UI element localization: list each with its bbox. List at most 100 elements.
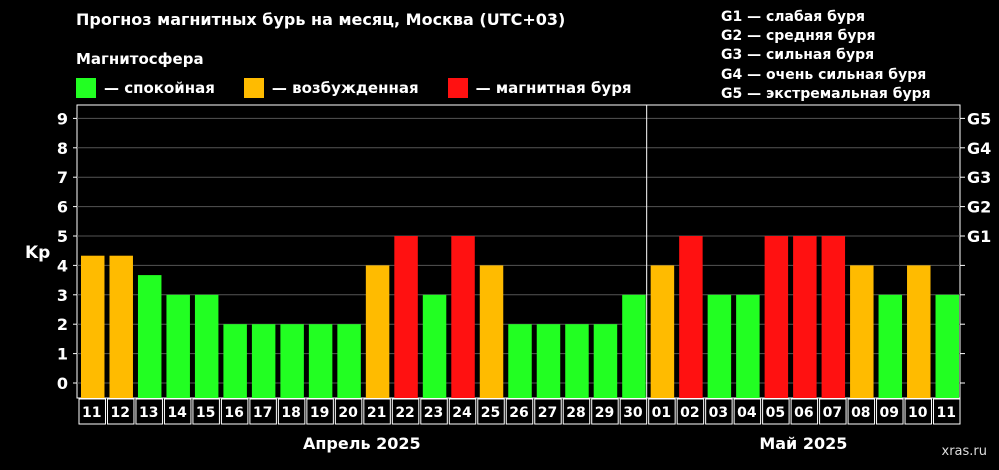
kp-bar — [878, 294, 903, 398]
x-tick-label: 21 — [367, 405, 386, 421]
kp-bar — [109, 255, 133, 398]
kp-bar — [679, 236, 703, 398]
legend-swatch-excited — [243, 78, 264, 98]
x-tick-label: 07 — [823, 405, 842, 421]
kp-bar — [508, 324, 532, 398]
kp-bar — [736, 294, 760, 398]
x-tick-label: 06 — [794, 405, 813, 421]
x-tick-label: 03 — [709, 405, 728, 421]
x-tick-label: 04 — [737, 405, 757, 421]
x-tick-box — [591, 398, 619, 425]
legend-item-storm: — магнитная буря — [447, 78, 632, 98]
y-tick-label: 9 — [57, 109, 68, 128]
chart-title: Прогноз магнитных бурь на месяц, Москва … — [76, 10, 566, 29]
kp-bar — [622, 294, 646, 398]
x-tick-label: 02 — [680, 405, 699, 421]
g-scale-list: G1 — слабая буря G2 — средняя буря G3 — … — [721, 8, 931, 104]
x-tick-box — [220, 398, 249, 425]
x-tick-box — [676, 398, 705, 425]
x-tick-label: 16 — [224, 405, 243, 421]
g-scale-item: G4 — очень сильная буря — [721, 66, 927, 83]
x-tick-box — [790, 398, 819, 425]
kp-bar — [536, 324, 561, 398]
g-level-label: G5 — [967, 109, 991, 128]
x-tick-label: 20 — [338, 405, 358, 421]
x-tick-label: 05 — [766, 405, 785, 421]
legend-title: Магнитосфера — [76, 50, 204, 68]
x-tick-label: 09 — [880, 405, 899, 421]
x-tick-label: 25 — [481, 405, 500, 421]
x-tick-box — [363, 398, 391, 425]
kp-bar — [422, 294, 447, 398]
x-tick-box — [420, 398, 448, 425]
kp-bar — [166, 294, 190, 398]
x-tick-box — [876, 398, 904, 425]
x-tick-label: 27 — [538, 405, 557, 421]
x-tick-box — [762, 398, 790, 425]
kp-bar — [223, 324, 247, 398]
x-tick-label: 29 — [595, 405, 614, 421]
x-tick-box — [192, 398, 220, 425]
month-label: Май 2025 — [759, 434, 847, 453]
kp-bar — [907, 265, 931, 398]
y-tick-label: 4 — [57, 256, 68, 275]
x-tick-label: 26 — [509, 405, 528, 421]
y-tick-label: 8 — [57, 139, 68, 158]
x-tick-box — [306, 398, 334, 425]
x-tick-label: 23 — [424, 405, 443, 421]
kp-bar — [251, 324, 276, 398]
y-tick-label: 5 — [57, 227, 68, 246]
x-tick-label: 30 — [623, 405, 643, 421]
x-tick-label: 15 — [196, 405, 215, 421]
x-tick-box — [505, 398, 534, 425]
kp-bar — [194, 294, 219, 398]
x-tick-box — [847, 398, 876, 425]
x-tick-box — [933, 398, 961, 425]
x-tick-box — [277, 398, 306, 425]
y-axis-label: Kp — [25, 243, 50, 263]
g-level-label: G1 — [967, 227, 991, 246]
x-tick-label: 11 — [937, 405, 956, 421]
y-tick-label: 6 — [57, 198, 68, 217]
x-tick-box — [135, 398, 163, 425]
g-level-label: G2 — [967, 198, 991, 217]
kp-bar — [479, 265, 504, 398]
x-tick-label: 18 — [281, 405, 300, 421]
x-tick-box — [705, 398, 733, 425]
legend-item-excited: — возбужденная — [243, 78, 419, 98]
kp-bar — [280, 324, 304, 398]
x-tick-box — [78, 398, 106, 425]
kp-bar — [650, 265, 675, 398]
x-tick-label: 28 — [566, 405, 585, 421]
kp-bar — [337, 324, 361, 398]
x-tick-box — [534, 398, 562, 425]
x-tick-box — [249, 398, 277, 425]
x-tick-box — [904, 398, 933, 425]
x-tick-box — [648, 398, 676, 425]
x-tick-label: 17 — [253, 405, 272, 421]
g-scale-item: G3 — сильная буря — [721, 47, 875, 64]
g-level-label: G4 — [967, 139, 991, 158]
kp-bar — [593, 324, 618, 398]
x-tick-box — [619, 398, 648, 425]
kp-bar — [81, 255, 105, 398]
legend-label-excited: — возбужденная — [271, 79, 419, 97]
x-tick-label: 22 — [395, 405, 414, 421]
kp-bar — [707, 294, 732, 398]
x-tick-box — [733, 398, 762, 425]
month-label: Апрель 2025 — [303, 434, 421, 453]
kp-bar — [793, 236, 817, 398]
legend: — спокойная — возбужденная — магнитная б… — [76, 78, 661, 98]
x-tick-label: 11 — [82, 405, 101, 421]
kp-bar — [935, 294, 959, 398]
x-tick-label: 13 — [139, 405, 158, 421]
x-tick-box — [448, 398, 477, 425]
x-tick-label: 08 — [851, 405, 870, 421]
x-tick-label: 01 — [652, 405, 671, 421]
legend-label-storm: — магнитная буря — [475, 79, 632, 97]
x-tick-box — [334, 398, 363, 425]
kp-bar — [394, 236, 418, 398]
x-tick-box — [106, 398, 135, 425]
x-tick-label: 14 — [167, 405, 187, 421]
